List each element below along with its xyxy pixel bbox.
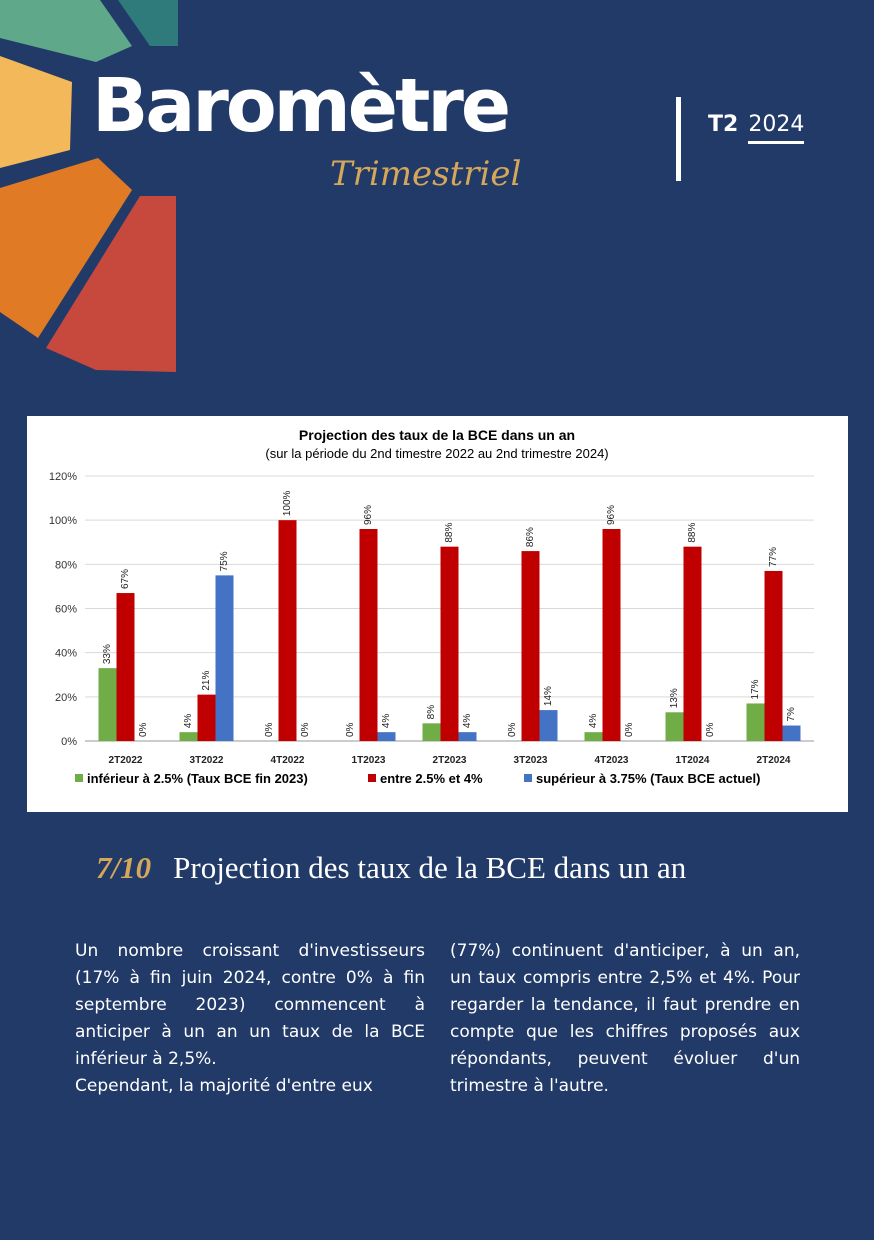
x-tick-label: 2T2023 — [433, 755, 467, 766]
issue-quarter: T2 — [708, 112, 739, 137]
body-paragraph: Cependant, la majorité d'entre eux — [75, 1076, 373, 1096]
data-label: 0% — [507, 722, 518, 737]
y-tick-label: 120% — [49, 471, 77, 483]
bar-chart: Projection des taux de la BCE dans un an… — [49, 427, 814, 786]
bar — [116, 593, 135, 741]
x-tick-label: 1T2023 — [352, 755, 386, 766]
body-paragraph: (77%) continuent d'anticiper, à un an, u… — [450, 941, 800, 1096]
bar — [458, 732, 477, 741]
x-tick-label: 2T2022 — [109, 755, 143, 766]
x-tick-label: 1T2024 — [676, 755, 710, 766]
bar — [98, 668, 117, 741]
data-label: 4% — [183, 714, 194, 729]
data-label: 7% — [786, 707, 797, 722]
bar — [278, 520, 297, 741]
data-label: 88% — [687, 523, 698, 543]
y-tick-label: 60% — [55, 604, 77, 616]
data-label: 96% — [606, 505, 617, 525]
deco-segment-yellow — [0, 56, 72, 168]
deco-segment-orange — [0, 158, 132, 338]
bar — [746, 703, 765, 741]
data-label: 75% — [219, 551, 230, 571]
data-label: 88% — [444, 523, 455, 543]
bar — [179, 732, 198, 741]
bar — [602, 529, 621, 741]
deco-segment-teal — [118, 0, 178, 46]
section-number: 7/10 — [96, 850, 152, 885]
chart-subtitle: (sur la période du 2nd timestre 2022 au … — [265, 446, 608, 461]
legend-label: supérieur à 3.75% (Taux BCE actuel) — [536, 771, 760, 786]
data-label: 8% — [426, 705, 437, 720]
issue-year: 2024 — [748, 112, 805, 144]
data-label: 17% — [750, 679, 761, 699]
y-tick-label: 80% — [55, 559, 77, 571]
data-label: 0% — [345, 722, 356, 737]
data-label: 14% — [543, 686, 554, 706]
issue-label: T2 2024 — [708, 112, 805, 144]
bar — [422, 723, 441, 741]
x-tick-label: 4T2022 — [271, 755, 305, 766]
data-label: 77% — [768, 547, 779, 567]
brand-logo: Baromètre Trimestriel — [92, 62, 562, 202]
body-paragraph: Un nombre croissant d'investisseurs (17%… — [75, 941, 425, 1069]
issue-divider — [676, 97, 681, 181]
data-label: 0% — [624, 722, 635, 737]
legend-label: inférieur à 2.5% (Taux BCE fin 2023) — [87, 771, 308, 786]
y-tick-label: 100% — [49, 515, 77, 527]
section-heading: 7/10 Projection des taux de la BCE dans u… — [96, 850, 686, 886]
bar — [584, 732, 603, 741]
legend-swatch — [368, 774, 376, 782]
brand-title: Baromètre — [92, 63, 511, 149]
bar — [665, 712, 684, 741]
data-label: 96% — [363, 505, 374, 525]
bar — [782, 725, 801, 741]
bar — [359, 529, 378, 741]
x-tick-label: 2T2024 — [757, 755, 791, 766]
data-label: 4% — [381, 714, 392, 729]
bar — [764, 570, 783, 741]
deco-segment-red — [46, 196, 176, 372]
deco-segment-green — [0, 0, 132, 62]
data-label: 67% — [120, 569, 131, 589]
data-label: 0% — [300, 722, 311, 737]
data-label: 13% — [669, 688, 680, 708]
body-column-left: Un nombre croissant d'investisseurs (17%… — [75, 938, 425, 1100]
data-label: 33% — [102, 644, 113, 664]
data-label: 4% — [462, 714, 473, 729]
data-label: 100% — [282, 490, 293, 516]
chart-title: Projection des taux de la BCE dans un an — [299, 427, 575, 443]
data-label: 0% — [264, 722, 275, 737]
data-label: 4% — [588, 714, 599, 729]
y-tick-label: 40% — [55, 648, 77, 660]
legend-label: entre 2.5% et 4% — [380, 771, 483, 786]
y-tick-label: 0% — [61, 736, 77, 748]
data-label: 86% — [525, 527, 536, 547]
brand-subtitle: Trimestriel — [330, 154, 522, 194]
chart-card: Projection des taux de la BCE dans un an… — [27, 416, 848, 812]
x-tick-label: 4T2023 — [595, 755, 629, 766]
y-tick-label: 20% — [55, 692, 77, 704]
bar — [377, 732, 396, 741]
bar — [521, 551, 540, 741]
bar — [440, 546, 459, 741]
section-title: Projection des taux de la BCE dans un an — [173, 850, 687, 885]
decorative-color-wheel — [0, 0, 178, 372]
legend-swatch — [524, 774, 532, 782]
data-label: 21% — [201, 671, 212, 691]
bar — [539, 710, 558, 741]
data-label: 0% — [705, 722, 716, 737]
bar — [197, 694, 216, 741]
body-column-right: (77%) continuent d'anticiper, à un an, u… — [450, 938, 800, 1100]
data-label: 0% — [138, 722, 149, 737]
x-tick-label: 3T2022 — [190, 755, 224, 766]
legend-swatch — [75, 774, 83, 782]
x-tick-label: 3T2023 — [514, 755, 548, 766]
bar — [215, 575, 234, 741]
bar — [683, 546, 702, 741]
